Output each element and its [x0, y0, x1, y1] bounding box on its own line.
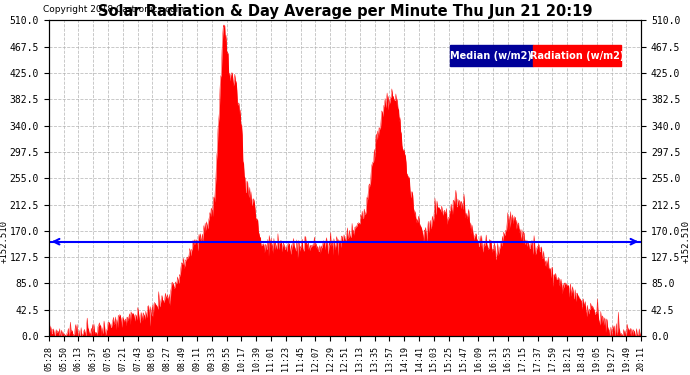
Text: +152.510: +152.510: [681, 220, 690, 263]
Text: Copyright 2018 Cartronics.com: Copyright 2018 Cartronics.com: [43, 5, 184, 14]
Text: +152.510: +152.510: [0, 220, 9, 263]
Text: Median (w/m2): Median (w/m2): [451, 51, 532, 61]
Title: Solar Radiation & Day Average per Minute Thu Jun 21 20:19: Solar Radiation & Day Average per Minute…: [98, 4, 592, 19]
Text: Radiation (w/m2): Radiation (w/m2): [530, 51, 624, 61]
